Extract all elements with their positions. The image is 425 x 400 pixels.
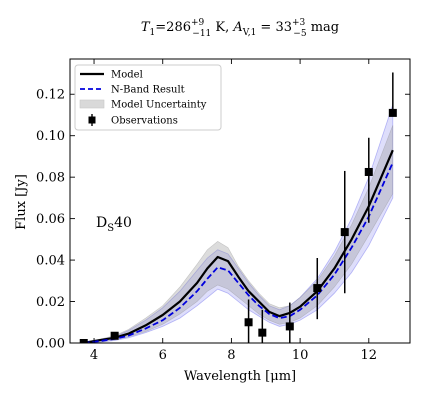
- legend-observations-label: Observations: [111, 116, 178, 127]
- y-tick-label: 0.06: [36, 212, 65, 227]
- legend-observations-marker: [88, 116, 96, 124]
- plot-frame: [69, 58, 411, 344]
- x-tick-label: 4: [90, 348, 98, 363]
- observation-point: [340, 228, 349, 237]
- observation-point: [79, 339, 88, 343]
- model-line: [83, 149, 394, 343]
- x-tick-label: 8: [227, 348, 235, 363]
- chart-title: T1=286+9 −11 K, AV,1 = 33+3 −5 mag: [141, 18, 339, 39]
- nband-result-line: [83, 162, 394, 343]
- legend-uncertainty-label: Model Uncertainty: [111, 100, 207, 111]
- x-axis-label: Wavelength [μm]: [184, 369, 296, 384]
- y-tick-label: 0.04: [36, 254, 65, 269]
- legend-frame: [74, 64, 222, 131]
- observation-point: [258, 328, 267, 337]
- y-axis-label: Flux [Jy]: [14, 174, 29, 230]
- nband-uncertainty-band: [83, 104, 394, 343]
- y-tick-label: 0.00: [36, 337, 65, 352]
- y-tick-label: 0.02: [36, 295, 65, 310]
- observation-point: [313, 284, 322, 293]
- x-tick-label: 6: [159, 348, 167, 363]
- axes: 4 6 8 10 12 0.00 0.02 0.04 0.06 0.08 0.10 0.12: [36, 58, 411, 363]
- source-annotation: DS40: [96, 215, 132, 234]
- observation-point: [244, 318, 253, 327]
- observation-point: [285, 322, 294, 331]
- x-tick-label: 10: [292, 348, 309, 363]
- observation-point: [364, 167, 373, 176]
- plot-content: [79, 72, 397, 343]
- legend-model-label: Model: [111, 70, 143, 81]
- y-tick-label: 0.08: [36, 171, 65, 186]
- plot-area: [79, 72, 397, 343]
- x-tick-label: 12: [361, 348, 378, 363]
- y-tick-label: 0.12: [36, 88, 65, 103]
- observation-point: [388, 108, 397, 117]
- observation-point: [110, 331, 119, 340]
- legend-uncertainty-swatch: [79, 99, 105, 109]
- legend: Model N-Band Result Model Uncertainty Ob…: [74, 64, 222, 131]
- legend-nband-label: N-Band Result: [111, 85, 185, 96]
- y-tick-label: 0.10: [36, 129, 65, 144]
